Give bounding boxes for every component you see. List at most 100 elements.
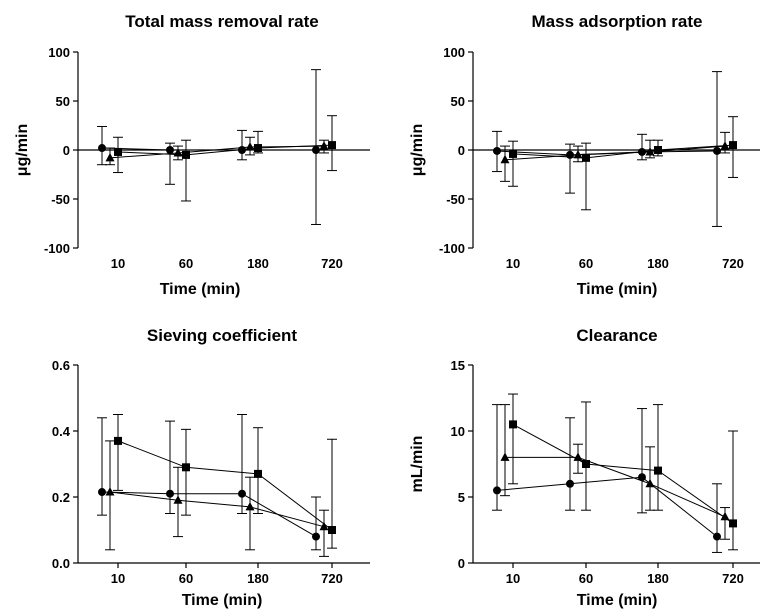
y-tick-label: -100 xyxy=(439,241,465,256)
series-triangle xyxy=(500,404,730,540)
x-tick-label: 60 xyxy=(179,571,193,586)
x-tick-label: 60 xyxy=(579,256,593,271)
series-triangle xyxy=(105,440,329,557)
marker-square xyxy=(509,149,517,158)
marker-circle xyxy=(566,479,574,488)
x-tick-label: 720 xyxy=(722,571,744,586)
series-line xyxy=(496,150,718,156)
x-axis-label: Time (min) xyxy=(182,592,263,609)
marker-square xyxy=(654,146,662,154)
marker-circle xyxy=(166,146,174,154)
marker-square xyxy=(182,463,190,472)
series-circle xyxy=(97,414,321,551)
marker-square xyxy=(114,436,122,445)
x-tick-label: 720 xyxy=(321,571,343,586)
x-axis-label: Time (min) xyxy=(577,281,658,298)
marker-square xyxy=(509,420,517,429)
x-tick-label: 60 xyxy=(579,571,593,586)
y-tick-label: 0 xyxy=(63,143,70,158)
marker-circle xyxy=(166,489,174,498)
x-tick-label: 180 xyxy=(247,571,269,586)
marker-circle xyxy=(638,473,646,482)
chart-title: Clearance xyxy=(576,326,657,345)
chart-clearance: Clearance mL/min Time (min) 15 10 5 0 10 60 18… xyxy=(409,326,760,609)
marker-triangle xyxy=(245,501,255,511)
series-square xyxy=(113,414,337,549)
marker-triangle xyxy=(319,521,329,531)
marker-triangle xyxy=(105,152,115,162)
marker-circle xyxy=(238,489,246,498)
x-tick-label: 10 xyxy=(506,571,520,586)
y-tick-label: 50 xyxy=(451,94,465,109)
chart-mass-adsorption-rate: Mass adsorption rate μg/min Time (min) 1… xyxy=(409,12,760,298)
chart-sieving-coefficient: Sieving coefficient Time (min) 0.6 0.4 0.2… xyxy=(52,326,370,609)
x-tick-label: 10 xyxy=(111,571,125,586)
x-tick-label: 720 xyxy=(722,256,744,271)
x-tick-label: 10 xyxy=(506,256,520,271)
series-line xyxy=(101,147,316,151)
series-line xyxy=(101,491,317,538)
y-tick-label: -100 xyxy=(44,241,70,256)
marker-square xyxy=(328,141,336,150)
series-square xyxy=(508,393,738,551)
marker-square xyxy=(582,460,590,468)
marker-circle xyxy=(493,146,501,155)
y-tick-label: 100 xyxy=(48,45,70,60)
series-circle xyxy=(97,69,321,225)
series-triangle xyxy=(105,136,329,166)
marker-triangle xyxy=(173,495,183,504)
y-tick-label: 100 xyxy=(443,45,465,60)
marker-triangle xyxy=(573,149,583,159)
y-tick-label: 10 xyxy=(451,424,465,439)
marker-triangle xyxy=(645,478,655,488)
chart-total-mass-removal-rate: Total mass removal rate μg/min Time (min… xyxy=(14,12,370,298)
x-tick-label: 180 xyxy=(247,256,269,271)
marker-square xyxy=(254,144,262,153)
series-line xyxy=(109,491,325,528)
y-tick-label: 0.4 xyxy=(52,424,71,439)
marker-triangle xyxy=(105,487,115,496)
marker-triangle xyxy=(500,154,510,164)
series-line xyxy=(504,145,726,161)
marker-square xyxy=(729,519,737,528)
marker-circle xyxy=(98,144,106,153)
y-tick-label: -50 xyxy=(446,192,465,207)
chart-title: Mass adsorption rate xyxy=(532,12,703,31)
series-line xyxy=(512,423,734,524)
series-triangle xyxy=(500,131,730,182)
y-tick-label: 0.0 xyxy=(52,556,70,571)
y-tick-label: 50 xyxy=(56,94,70,109)
series-line xyxy=(117,440,333,531)
y-tick-label: 5 xyxy=(458,490,465,505)
marker-circle xyxy=(312,146,320,154)
series-line xyxy=(512,144,734,159)
chart-title: Total mass removal rate xyxy=(125,12,318,31)
y-axis-label: μg/min xyxy=(14,124,31,176)
marker-circle xyxy=(493,486,501,495)
x-tick-label: 180 xyxy=(647,256,669,271)
x-tick-label: 720 xyxy=(321,256,343,271)
marker-square xyxy=(729,141,737,150)
x-tick-label: 10 xyxy=(111,256,125,271)
marker-circle xyxy=(312,532,320,541)
series-circle xyxy=(492,404,722,553)
marker-triangle xyxy=(500,452,510,461)
marker-square xyxy=(654,466,662,475)
marker-square xyxy=(328,526,336,534)
series-line xyxy=(117,144,333,156)
marker-circle xyxy=(713,532,721,541)
y-tick-label: 0.6 xyxy=(52,358,70,373)
series-square xyxy=(508,116,738,211)
y-axis-label: μg/min xyxy=(409,124,426,176)
y-tick-label: 0.2 xyxy=(52,490,70,505)
series-square xyxy=(113,115,337,202)
marker-square xyxy=(114,147,122,156)
x-tick-label: 60 xyxy=(179,256,193,271)
y-tick-label: 15 xyxy=(451,358,465,373)
chart-title: Sieving coefficient xyxy=(147,326,298,345)
x-tick-label: 180 xyxy=(647,571,669,586)
x-axis-label: Time (min) xyxy=(577,592,658,609)
marker-square xyxy=(582,153,590,162)
marker-square xyxy=(254,469,262,478)
